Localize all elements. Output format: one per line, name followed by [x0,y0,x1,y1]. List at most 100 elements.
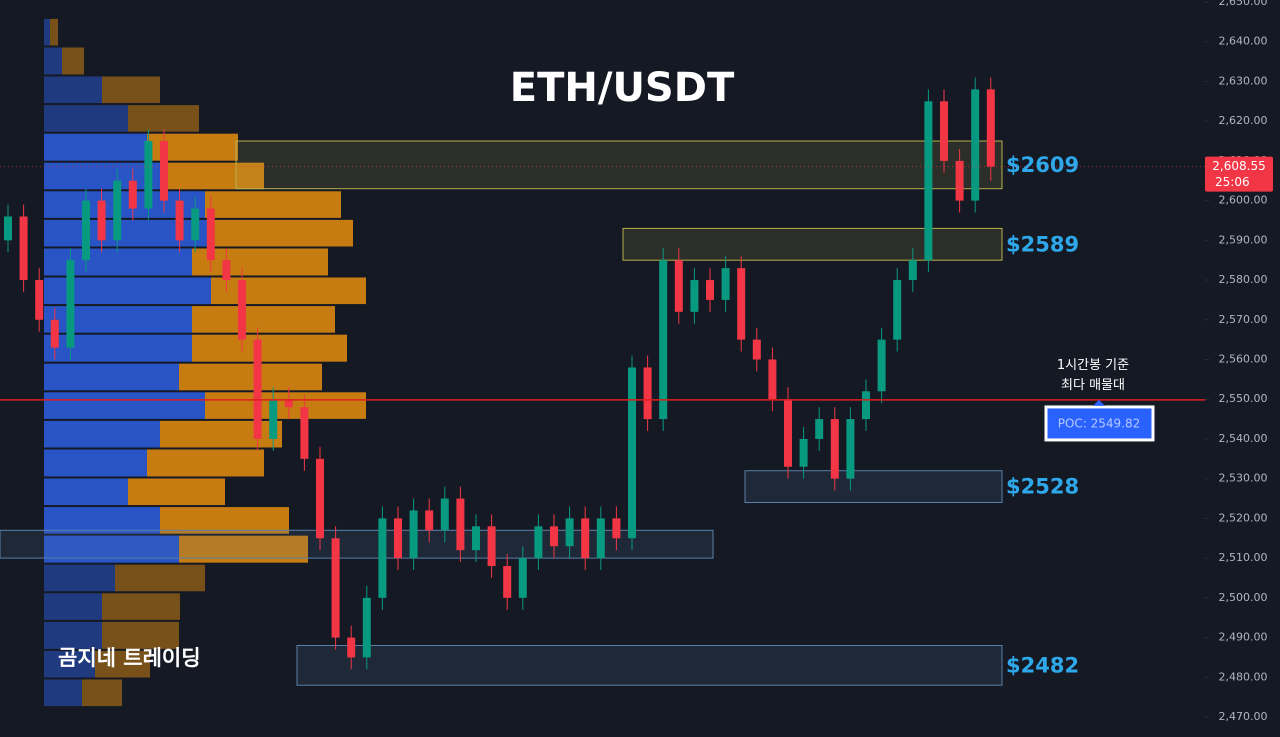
countdown: 25:06 [1215,175,1250,189]
y-tick-label: 2,650.00 [1219,0,1268,8]
candle-body [846,419,855,479]
candle-body [784,399,792,467]
profile-buy-bar [44,105,128,132]
candle-body [550,526,558,547]
candle-body [721,268,730,300]
zone-label: $2589 [1006,232,1079,256]
y-tick-label: 2,570.00 [1219,313,1268,326]
candle-body [690,280,699,312]
profile-sell-bar [62,47,84,75]
candle-body [487,526,496,567]
price-zone [744,470,1003,504]
candle-body [472,526,480,551]
profile-buy-bar [44,18,50,46]
candle-body [394,518,402,559]
profile-buy-bar [44,334,192,362]
candle-body [830,419,839,479]
profile-sell-bar [192,306,335,333]
candle-body [893,280,902,340]
candle-body [144,141,153,209]
profile-sell-bar [95,650,150,678]
candle-body [409,510,418,559]
candle-body [316,458,324,539]
profile-buy-bar [44,507,160,534]
zone-label: $2528 [1006,475,1079,499]
y-tick-label: 2,620.00 [1219,114,1268,127]
profile-buy-bar [44,76,102,104]
y-tick-label: 2,500.00 [1219,591,1268,604]
candle-body [284,399,293,408]
profile-sell-bar [147,449,264,477]
candle-body [908,260,917,281]
profile-buy-bar [44,478,128,506]
price-zone [235,140,1003,190]
profile-buy-bar [44,593,102,620]
poc-label: POC: 2549.82 [1058,416,1141,430]
candle-body [222,260,231,281]
candle-body [425,510,434,531]
candle-body [4,216,12,241]
y-tick-label: 2,540.00 [1219,432,1268,445]
profile-buy-bar [44,248,192,276]
candle-body [674,260,683,312]
profile-sell-bar [102,593,180,620]
annotation: 1시간봉 기준 최다 매물대 [1057,358,1129,393]
price-zone [296,645,1003,686]
poc-pointer [1093,399,1105,406]
y-tick-label: 2,480.00 [1219,670,1268,683]
candle-body [160,141,168,201]
y-tick-label: 2,640.00 [1219,35,1268,48]
candle-body [50,319,59,348]
profile-buy-bar [44,392,205,419]
candle-body [128,180,137,209]
candle-body [238,280,246,340]
candle-body [815,419,824,439]
profile-buy-bar [44,47,62,75]
chart-title: ETH/USDT [510,65,735,111]
candle-body [565,518,574,547]
y-tick-label: 2,510.00 [1219,551,1268,564]
profile-sell-bar [192,334,347,362]
candle-body [659,260,668,420]
profile-buy-bar [44,363,179,391]
y-tick-label: 2,550.00 [1219,392,1268,405]
profile-sell-bar [50,18,58,46]
candle-body [752,339,761,360]
candle-body [362,597,371,658]
candle-body [612,518,621,539]
candle-body [971,89,980,201]
profile-sell-bar [211,219,353,247]
candle-body [331,538,340,638]
y-tick-label: 2,630.00 [1219,74,1268,87]
candle-body [378,518,387,598]
candle-body [269,399,278,439]
profile-buy-bar [44,449,147,477]
profile-sell-bar [160,507,289,534]
profile-buy-bar [44,564,115,592]
candle-body [300,407,309,459]
candle-body [643,367,652,420]
candle-body [799,438,808,467]
candle-body [737,268,746,340]
profile-sell-bar [82,679,122,707]
profile-sell-bar [102,621,179,649]
y-tick-label: 2,600.00 [1219,194,1268,207]
candle-body [862,391,870,420]
profile-buy-bar [44,420,160,448]
y-tick-label: 2,560.00 [1219,353,1268,366]
zone-label: $2482 [1006,653,1079,677]
watermark: 곰지네 트레이딩 [58,646,201,670]
profile-buy-bar [44,679,82,707]
poc-box [1044,405,1155,442]
candle-body [768,359,777,400]
candle-body [986,89,995,167]
candle-body [97,200,106,241]
candle-body [628,367,636,539]
profile-sell-bar [166,162,264,190]
profile-sell-bar [115,564,205,592]
profile-sell-bar [179,363,322,391]
candle-body [924,101,933,261]
overlays: 2,470.00 2,480.00 2,490.00 2,500.00 2,510.00… [0,0,1273,723]
